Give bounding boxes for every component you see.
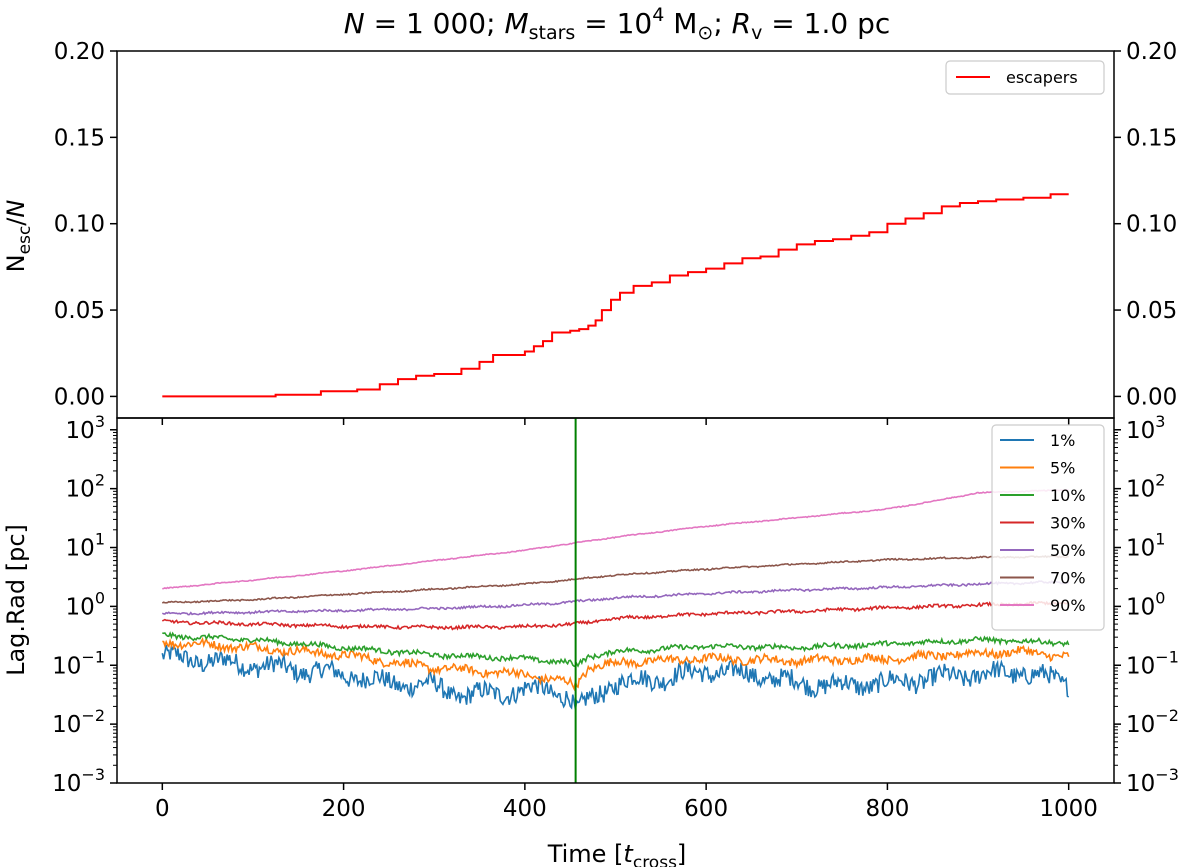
lagrangian-line-5pct	[162, 636, 1070, 692]
lagrangian-radii-lines	[161, 488, 1070, 710]
x-axis-label: Time [tcross]	[547, 840, 687, 867]
escapers-line	[162, 193, 1069, 398]
top-y-axis-label: Nesc/N	[2, 200, 35, 273]
lagrangian-line-90pct	[162, 488, 1069, 590]
bottom-y-tick-label-right: 100	[1126, 588, 1165, 620]
top-y-tick-label-right: 0.05	[1126, 298, 1177, 324]
lagrangian-radii-panel: 10−3 10−3 10−2 10−2 10−1 10−1 100 100 101 101 102 1…	[52, 412, 1179, 822]
top-y-tick-label-left: 0.10	[54, 212, 105, 238]
bottom-y-axis-label: Lag.Rad [pc]	[2, 524, 30, 676]
legend-label-90pct: 90%	[1050, 596, 1086, 615]
top-y-tick-label-left: 0.15	[54, 125, 105, 151]
top-y-tick-label-right: 0.20	[1126, 39, 1177, 65]
x-tick-label: 1000	[1039, 796, 1098, 822]
escapers-panel: 0.00 0.00 0.05 0.05 0.10 0.10 0.15 0.15 0.20 0.20…	[54, 39, 1177, 425]
x-tick-label: 200	[322, 796, 366, 822]
x-tick-label: 0	[155, 796, 170, 822]
x-tick-label: 400	[503, 796, 547, 822]
bottom-y-tick-label-left: 100	[66, 588, 105, 620]
top-legend-box	[945, 60, 1105, 95]
lagrangian-line-70pct	[161, 554, 1069, 604]
bottom-y-tick-label-right: 10−1	[1126, 647, 1179, 679]
legend-label-30pct: 30%	[1050, 514, 1086, 533]
lagrangian-line-1pct	[161, 644, 1070, 710]
top-y-tick-label-right: 0.15	[1126, 125, 1177, 151]
lagrangian-line-30pct	[161, 600, 1069, 631]
bottom-legend-box	[991, 424, 1105, 631]
top-y-tick-label-left: 0.05	[54, 298, 105, 324]
x-tick-label: 600	[684, 796, 728, 822]
top-plot-frame	[116, 50, 1115, 419]
lagrangian-line-10pct	[162, 631, 1070, 668]
bottom-y-tick-label-left: 10−2	[52, 706, 105, 738]
top-y-tick-label-left: 0.20	[54, 39, 105, 65]
bottom-y-tick-label-left: 103	[66, 412, 105, 444]
x-tick-label: 800	[865, 796, 909, 822]
legend-label-70pct: 70%	[1050, 569, 1086, 588]
bottom-y-tick-label-left: 10−3	[52, 765, 105, 797]
top-y-tick-label-right: 0.10	[1126, 212, 1177, 238]
bottom-y-tick-label-right: 101	[1126, 530, 1165, 562]
legend-label-1pct: 1%	[1050, 431, 1075, 450]
bottom-plot-frame	[116, 417, 1115, 784]
bottom-legend: 1% 5% 10% 30% 50% 70% 90%	[991, 424, 1105, 631]
lagrangian-line-50pct	[161, 580, 1070, 616]
bottom-y-tick-label-right: 102	[1126, 471, 1165, 503]
top-y-tick-label-left: 0.00	[54, 384, 105, 410]
bottom-y-tick-label-right: 103	[1126, 412, 1165, 444]
bottom-y-tick-label-left: 101	[66, 530, 105, 562]
bottom-y-tick-label-right: 10−3	[1126, 765, 1179, 797]
legend-label-50pct: 50%	[1050, 541, 1086, 560]
bottom-y-tick-label-right: 10−2	[1126, 706, 1179, 738]
bottom-y-tick-label-left: 10−1	[52, 647, 105, 679]
bottom-y-tick-label-left: 102	[66, 471, 105, 503]
top-y-tick-label-right: 0.00	[1126, 384, 1177, 410]
top-legend: escapers	[945, 60, 1105, 95]
legend-label-escapers: escapers	[1006, 68, 1078, 87]
legend-label-5pct: 5%	[1050, 459, 1075, 478]
figure-title: N = 1 000; Mstars = 104 M⊙; Rv = 1.0 pc	[344, 4, 891, 44]
legend-label-10pct: 10%	[1050, 486, 1086, 505]
